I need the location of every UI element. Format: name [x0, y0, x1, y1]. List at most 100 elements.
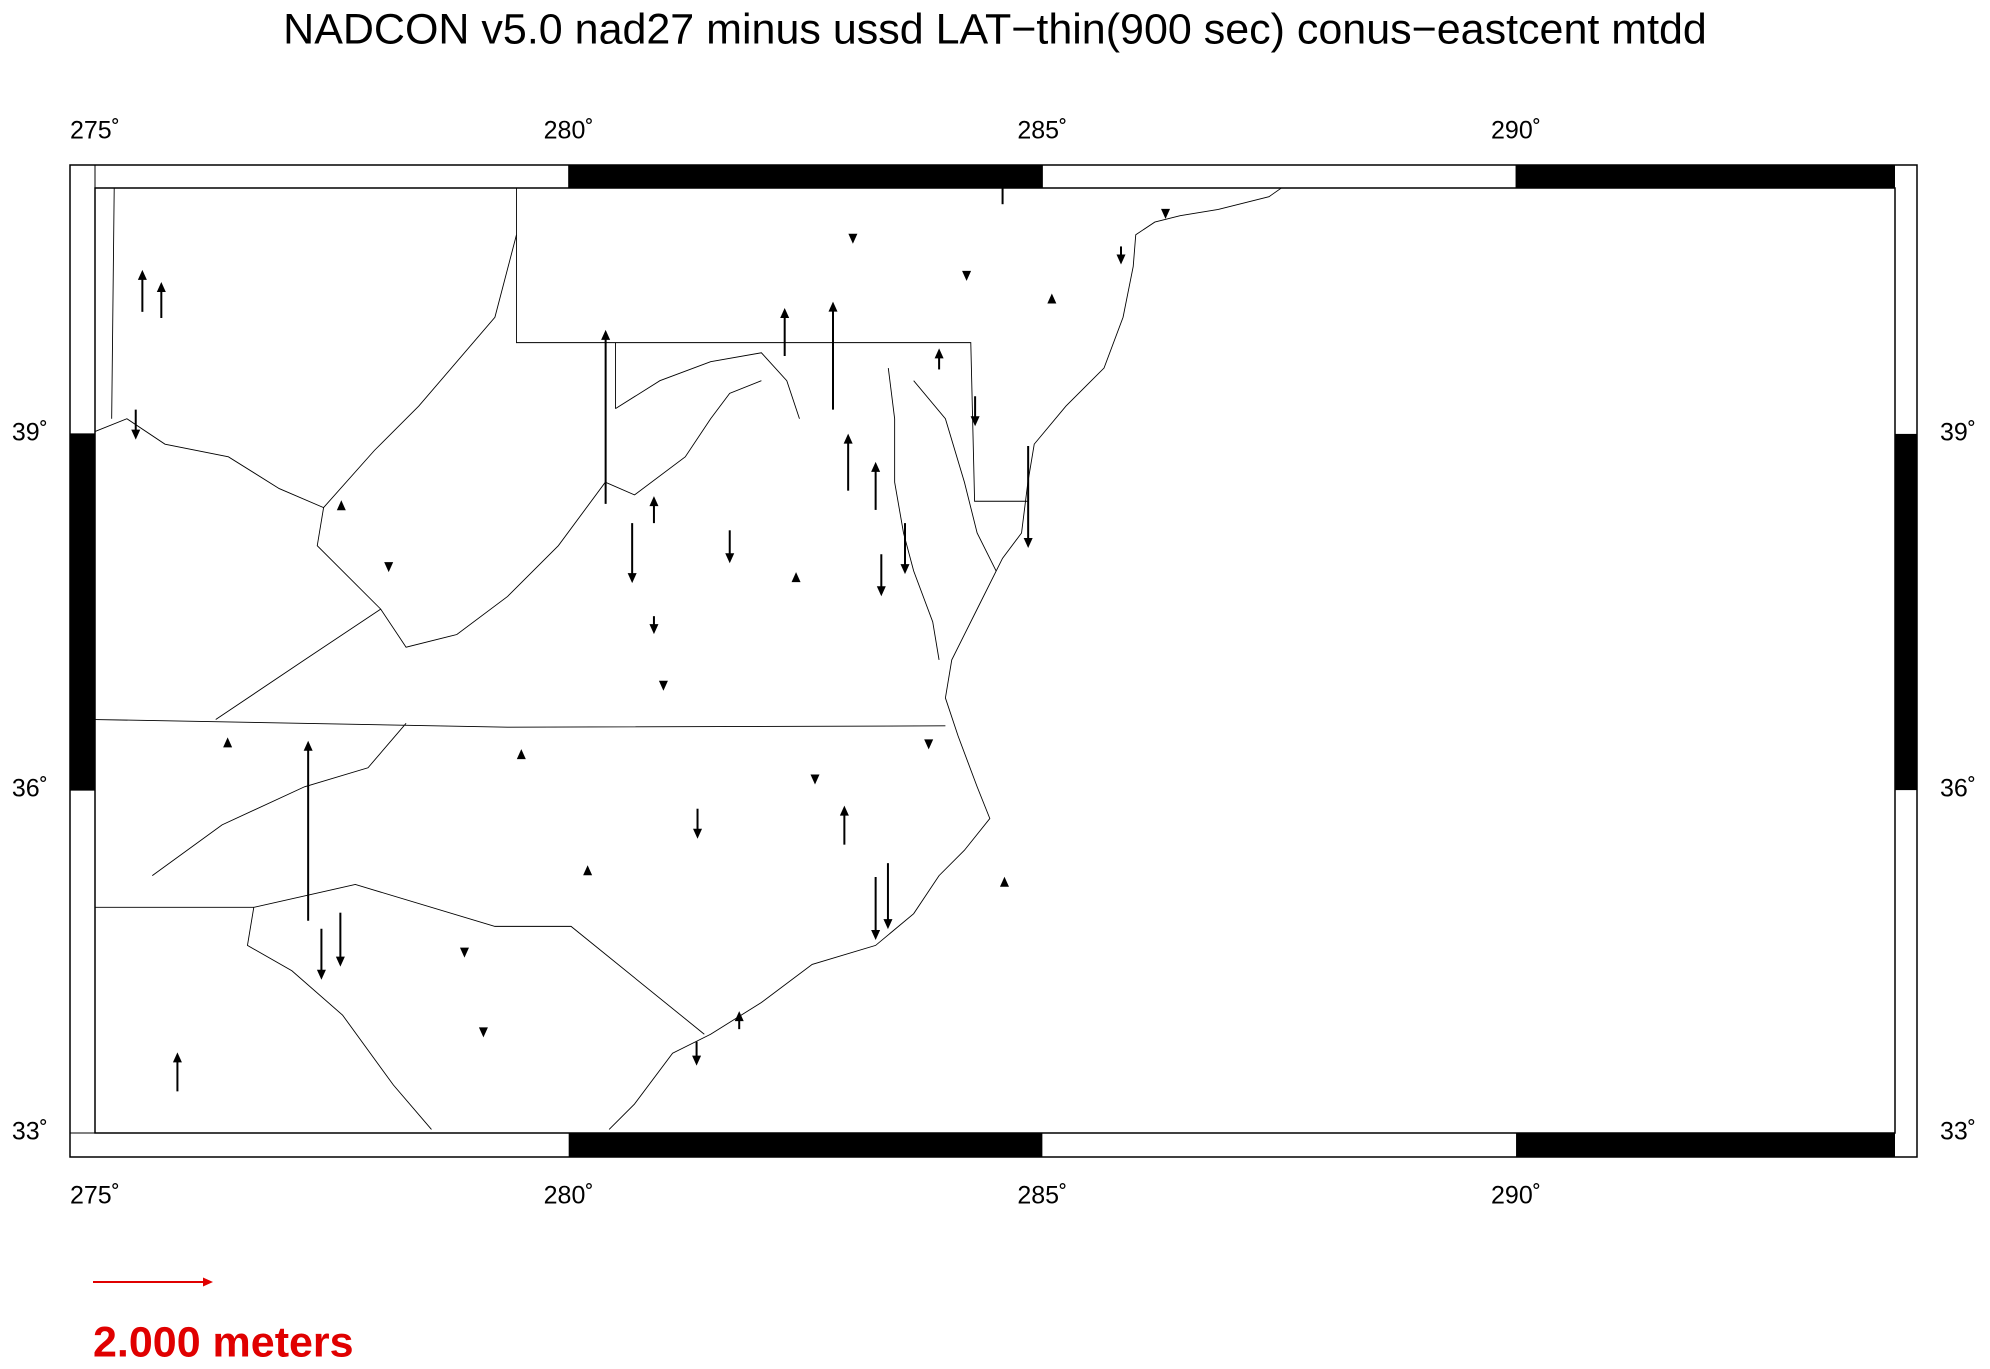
vector-head [883, 919, 893, 930]
vector [871, 877, 881, 941]
vector [883, 863, 893, 930]
vector [1023, 446, 1033, 549]
x-tick-label: 285˚ [1017, 1182, 1067, 1210]
vector [1116, 246, 1126, 265]
vector [692, 1041, 702, 1066]
y-tick-label: 39˚ [1940, 419, 1976, 447]
vector [335, 912, 345, 967]
y-tick-label: 36˚ [1940, 775, 1976, 803]
vector [876, 554, 886, 597]
vector-head [924, 739, 934, 750]
vector [693, 808, 703, 839]
vector-head [303, 740, 313, 751]
state-border [615, 342, 800, 419]
y-tick-label: 36˚ [12, 775, 48, 803]
vector [999, 876, 1009, 887]
vector-head [223, 737, 233, 748]
vector-head [316, 969, 326, 980]
vector-head [934, 348, 944, 359]
vector-head [848, 233, 858, 244]
frame-band [1895, 433, 1917, 791]
vector-head [627, 573, 637, 584]
vector-head [693, 828, 703, 839]
vector-head [131, 429, 141, 440]
vector-head [336, 500, 346, 511]
vector [734, 1011, 744, 1030]
x-tick-label: 285˚ [1017, 117, 1067, 145]
vector-head [172, 1052, 182, 1063]
vector [336, 500, 346, 511]
vector [780, 307, 790, 356]
vector-head [1116, 254, 1126, 265]
vector [658, 680, 668, 691]
frame-band [1516, 165, 1895, 188]
y-tick-label: 33˚ [12, 1118, 48, 1146]
vector-head [725, 553, 735, 564]
state-border [516, 188, 1028, 502]
vector [839, 805, 849, 845]
x-tick-label: 290˚ [1491, 1182, 1541, 1210]
vector [725, 530, 735, 564]
x-tick-label: 280˚ [544, 1182, 594, 1210]
frame-band [568, 1133, 1043, 1157]
vector-head [970, 416, 980, 427]
vector-head [516, 749, 526, 760]
vector [791, 572, 801, 583]
state-border [95, 234, 762, 648]
vector-head [871, 930, 881, 941]
vector-head [137, 269, 147, 280]
x-tick-label: 290˚ [1491, 117, 1541, 145]
vector [223, 737, 233, 748]
vector-head [156, 281, 166, 292]
vector [924, 739, 934, 750]
vector [649, 616, 659, 635]
vector-head [734, 1011, 744, 1022]
map-frame [69, 164, 1918, 1158]
vector-head [876, 586, 886, 597]
vector-head [1047, 293, 1057, 304]
vector [583, 865, 593, 876]
frame-band [1516, 1133, 1895, 1157]
vector-head [583, 865, 593, 876]
vector [970, 396, 980, 427]
vector-head [335, 956, 345, 967]
vector-head [843, 433, 853, 444]
vector [478, 1027, 488, 1038]
chesapeake-bay [887, 367, 997, 660]
vector-head [459, 947, 469, 958]
vector-head [692, 1055, 702, 1066]
x-tick-label: 275˚ [70, 117, 120, 145]
vector-head [828, 301, 838, 312]
coastline [608, 188, 1282, 1130]
vector [871, 461, 881, 510]
vector-head [871, 461, 881, 472]
frame-band [70, 433, 95, 791]
vector-head [478, 1027, 488, 1038]
vector-head [601, 329, 611, 340]
vector [172, 1052, 182, 1092]
vector-head [1161, 208, 1171, 219]
x-tick-label: 280˚ [544, 117, 594, 145]
vector [828, 301, 838, 410]
vector [627, 523, 637, 584]
scale-arrow [93, 1277, 213, 1287]
vector [303, 740, 313, 921]
boundaries [95, 188, 1282, 1130]
vector-head [791, 572, 801, 583]
vector [1161, 208, 1171, 219]
y-tick-label: 33˚ [1940, 1118, 1976, 1146]
vector-head [384, 562, 394, 573]
state-border [95, 188, 705, 1130]
vector [649, 496, 659, 524]
scale-label: 2.000 meters [93, 1318, 354, 1364]
y-tick-label: 39˚ [12, 419, 48, 447]
x-tick-label: 275˚ [70, 1182, 120, 1210]
vector-head [203, 1277, 213, 1287]
vector-head [658, 680, 668, 691]
vector [1047, 293, 1057, 304]
vector [156, 281, 166, 318]
vector [848, 233, 858, 244]
